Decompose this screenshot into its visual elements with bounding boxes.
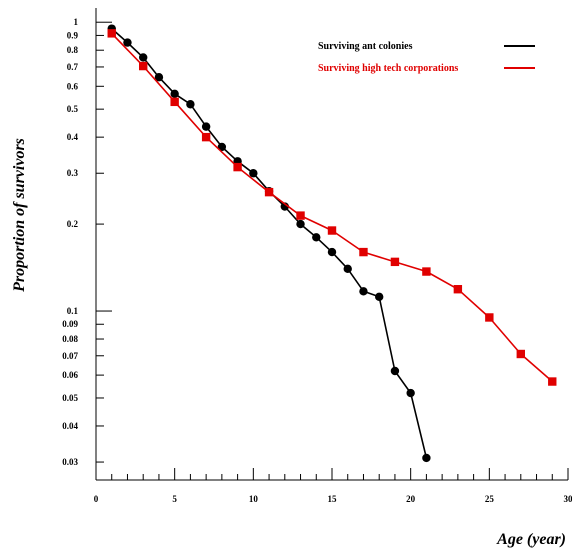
data-point bbox=[233, 162, 242, 172]
data-point bbox=[264, 187, 274, 197]
data-point bbox=[343, 264, 352, 274]
y-tick-label: 0.7 bbox=[67, 62, 79, 72]
data-point bbox=[107, 29, 116, 38]
y-tick-label: 0.1 bbox=[67, 306, 79, 316]
data-point bbox=[422, 267, 431, 276]
data-point bbox=[201, 122, 211, 131]
legend-label-tech-corporations: Surviving high tech corporations bbox=[318, 63, 458, 74]
data-point bbox=[375, 292, 384, 302]
data-point bbox=[123, 38, 132, 47]
x-tick-label: 10 bbox=[249, 494, 259, 504]
axes bbox=[95, 8, 568, 481]
y-tick-label: 0.04 bbox=[62, 421, 78, 431]
data-point bbox=[154, 73, 164, 82]
data-point bbox=[359, 287, 368, 296]
data-point bbox=[201, 132, 211, 142]
y-axis-title: Proportion of survivors bbox=[11, 138, 28, 293]
y-tick-label: 0.09 bbox=[62, 319, 78, 329]
y-tick-label: 0.3 bbox=[67, 168, 79, 178]
y-tick-label: 0.6 bbox=[67, 81, 79, 91]
series-2 bbox=[107, 29, 557, 386]
y-tick-label: 0.8 bbox=[67, 45, 79, 55]
data-point bbox=[249, 169, 258, 178]
x-axis-ticks: 0 5 10 15 20 25 30 bbox=[94, 468, 572, 504]
y-tick-label: 0.4 bbox=[67, 132, 79, 142]
x-tick-label: 5 bbox=[172, 494, 177, 504]
x-tick-label: 30 bbox=[564, 494, 572, 504]
y-tick-label: 0.03 bbox=[62, 457, 78, 467]
y-tick-label: 0.07 bbox=[62, 351, 78, 361]
legend-label-ant-colonies: Surviving ant colonies bbox=[318, 41, 413, 52]
y-tick-label: 0.9 bbox=[67, 30, 79, 40]
data-point bbox=[296, 211, 305, 220]
data-point bbox=[296, 219, 305, 229]
y-tick-label: 0.5 bbox=[67, 104, 79, 114]
data-point bbox=[359, 247, 368, 257]
data-point bbox=[327, 247, 337, 257]
y-tick-label: 0.06 bbox=[62, 370, 78, 380]
data-point bbox=[390, 257, 400, 267]
data-point bbox=[548, 377, 557, 386]
series-line bbox=[111, 32, 553, 383]
data-point bbox=[406, 388, 415, 398]
y-tick-label: 0.05 bbox=[62, 393, 78, 403]
y-tick-label: 0.2 bbox=[67, 219, 79, 229]
series-line bbox=[111, 28, 428, 459]
data-point bbox=[516, 349, 525, 359]
y-tick-label: 1 bbox=[74, 17, 79, 27]
legend: Surviving ant colonies Surviving high te… bbox=[318, 41, 535, 74]
x-tick-label: 15 bbox=[328, 494, 338, 504]
data-point bbox=[485, 313, 494, 322]
x-axis-title: Age (year) bbox=[496, 531, 566, 548]
data-point bbox=[139, 53, 148, 62]
data-point bbox=[312, 233, 321, 242]
data-point bbox=[327, 226, 337, 235]
data-point bbox=[422, 453, 431, 463]
series-layer bbox=[107, 24, 557, 463]
y-tick-label: 0.08 bbox=[62, 334, 78, 344]
x-tick-label: 20 bbox=[406, 494, 416, 504]
data-point bbox=[280, 202, 289, 211]
data-point bbox=[170, 97, 179, 107]
x-tick-label: 0 bbox=[94, 494, 99, 504]
data-point bbox=[453, 285, 463, 294]
data-point bbox=[186, 100, 195, 109]
y-axis-ticks: 1 0.9 0.8 0.7 0.6 0.5 0.4 0.3 0.2 0.1 0.09 0.08 0.07… bbox=[62, 17, 112, 467]
series-1 bbox=[107, 24, 431, 463]
data-point bbox=[170, 89, 179, 99]
data-point bbox=[139, 61, 148, 71]
data-point bbox=[390, 366, 400, 376]
x-tick-label: 25 bbox=[485, 494, 495, 504]
